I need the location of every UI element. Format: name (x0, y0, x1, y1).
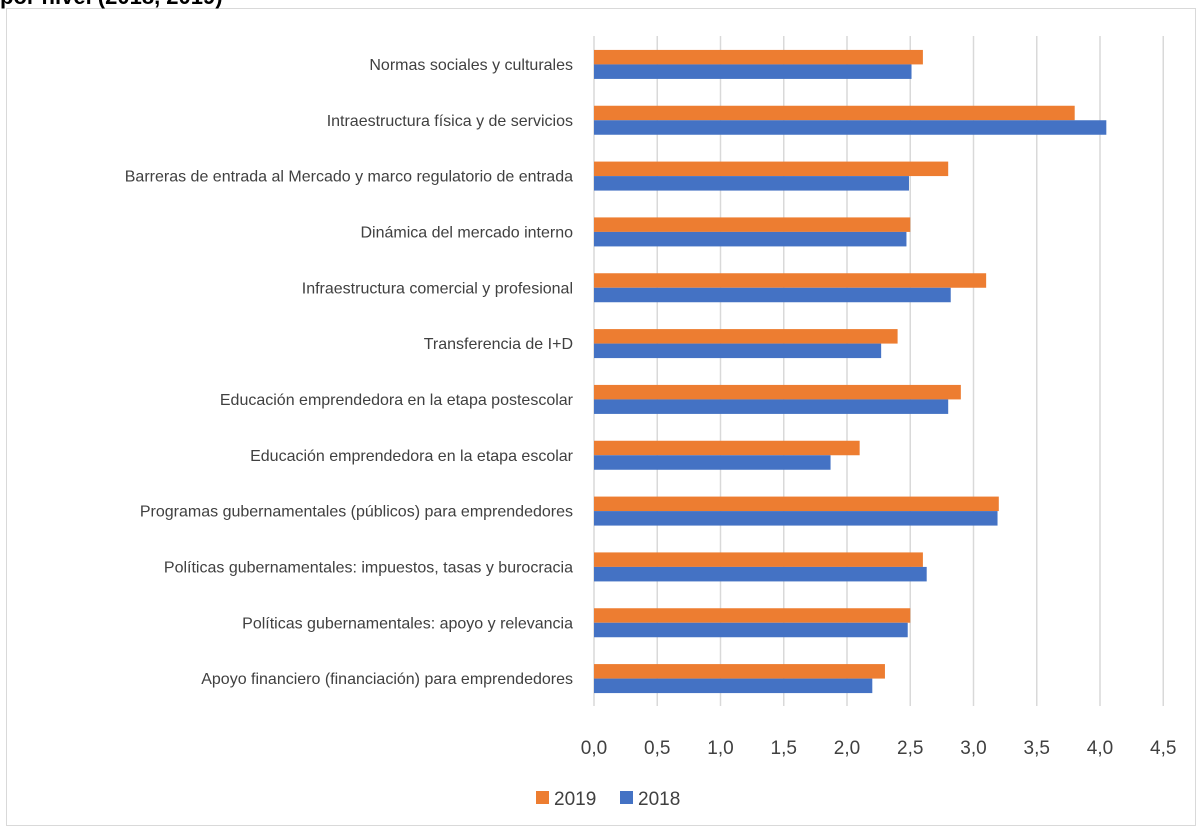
category-label: Programas gubernamentales (públicos) par… (140, 504, 573, 521)
legend-swatch-2019 (536, 791, 549, 804)
x-tick-label: 2,0 (834, 738, 860, 759)
bar-2018 (594, 287, 951, 303)
category-label: Normas sociales y culturales (369, 57, 573, 74)
bar-2018 (594, 231, 907, 247)
category-label: Políticas gubernamentales: impuestos, ta… (164, 559, 573, 576)
x-tick-label: 4,0 (1087, 738, 1113, 759)
bar-2018 (594, 678, 873, 694)
bar-2018 (594, 343, 882, 359)
category-label: Intraestructura física y de servicios (327, 113, 573, 130)
bar-2018 (594, 511, 998, 526)
legend-swatch-2018 (620, 791, 633, 804)
bar-2019 (594, 384, 961, 400)
bar-2018 (594, 399, 949, 414)
x-tick-label: 0,0 (581, 738, 607, 759)
x-axis-ticks: 0,0 0,5 1,0 1,5 2,0 2,5 3,0 3,5 4,0 4,5 (581, 738, 1177, 759)
bar-2019 (594, 217, 911, 232)
category-label: Barreras de entrada al Mercado y marco r… (125, 169, 573, 186)
legend-label-2018: 2018 (638, 789, 680, 810)
bar-2019 (594, 440, 860, 456)
x-tick-label: 4,5 (1150, 738, 1176, 759)
bar-2019 (594, 329, 898, 344)
category-label: Apoyo financiero (financiación) para emp… (201, 671, 573, 688)
bar-2019 (594, 105, 1075, 121)
bar-2018 (594, 176, 909, 191)
category-labels: Normas sociales y culturales Intraestruct… (125, 57, 574, 688)
bar-2019 (594, 552, 923, 567)
bar-2019 (594, 49, 923, 65)
x-tick-label: 1,0 (707, 738, 733, 759)
x-tick-label: 2,5 (897, 738, 923, 759)
bar-2018 (594, 622, 908, 638)
category-label: Educación emprendedora en la etapa poste… (220, 392, 574, 409)
bar-2019 (594, 664, 885, 679)
bar-2018 (594, 455, 831, 470)
x-tick-label: 3,5 (1024, 738, 1050, 759)
x-tick-label: 1,5 (771, 738, 797, 759)
page-title: por nivel (2018, 2019) (0, 0, 223, 8)
bar-layer (594, 49, 1107, 694)
category-label: Políticas gubernamentales: apoyo y relev… (242, 615, 573, 632)
category-label: Educación emprendedora en la etapa escol… (250, 448, 574, 465)
bar-2019 (594, 608, 911, 623)
bar-2019 (594, 273, 987, 288)
category-label: Transferencia de I+D (424, 336, 573, 353)
bar-2018 (594, 120, 1107, 135)
bar-2019 (594, 496, 999, 512)
bar-2019 (594, 161, 949, 177)
bar-2018 (594, 64, 912, 79)
bar-2018 (594, 566, 927, 582)
x-tick-label: 3,0 (960, 738, 986, 759)
category-label: Infraestructura comercial y profesional (302, 280, 573, 297)
grid-layer (593, 36, 1164, 706)
category-label: Dinámica del mercado interno (360, 224, 573, 241)
legend: 2019 2018 (536, 789, 680, 810)
x-tick-label: 0,5 (644, 738, 670, 759)
legend-label-2019: 2019 (554, 789, 596, 810)
